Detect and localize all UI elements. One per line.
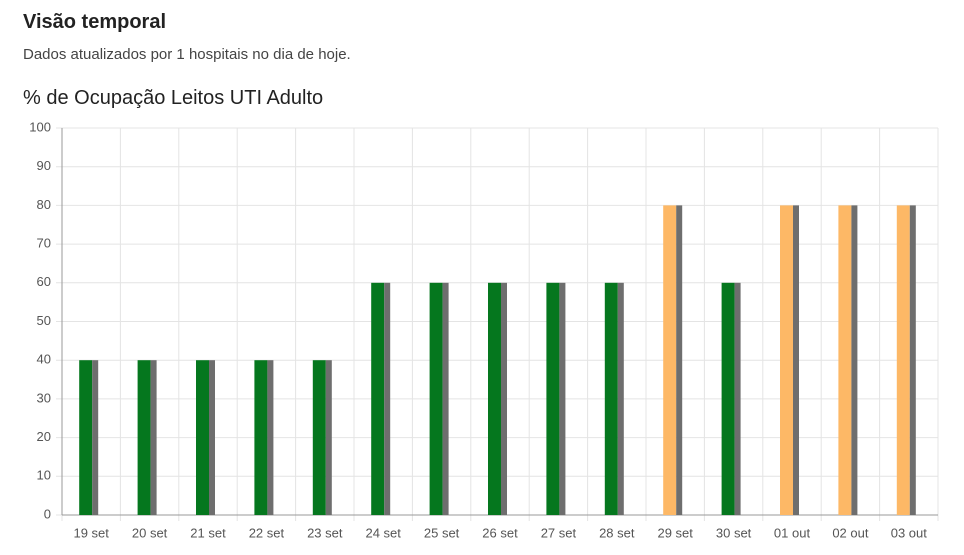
bar: [384, 282, 391, 515]
bar: [196, 360, 209, 515]
bar: [617, 282, 624, 515]
x-tick-label: 21 set: [190, 525, 226, 540]
y-tick-label: 60: [37, 274, 51, 289]
bar: [442, 282, 449, 515]
x-tick-label: 29 set: [657, 525, 693, 540]
bar: [838, 205, 852, 515]
bar: [92, 360, 99, 515]
bar: [312, 360, 326, 515]
bar: [663, 205, 677, 515]
bar: [79, 360, 93, 515]
x-tick-label: 24 set: [365, 525, 401, 540]
x-tick-label: 01 out: [774, 525, 811, 540]
bar: [546, 282, 560, 515]
bar: [734, 282, 741, 515]
y-tick-label: 80: [37, 197, 51, 212]
section-subtitle: Dados atualizados por 1 hospitais no dia…: [23, 46, 351, 63]
x-tick-label: 20 set: [132, 525, 168, 540]
bar: [267, 360, 274, 515]
y-tick-label: 70: [37, 236, 51, 251]
y-tick-label: 0: [44, 506, 51, 521]
bar: [254, 360, 268, 515]
y-tick-label: 10: [37, 468, 51, 483]
section-title: Visão temporal: [23, 11, 167, 33]
bar: [909, 205, 916, 515]
bar: [371, 282, 385, 515]
y-tick-label: 20: [37, 429, 51, 444]
bar: [780, 205, 793, 515]
x-tick-label: 26 set: [482, 525, 518, 540]
bar: [851, 205, 858, 515]
bar: [721, 282, 735, 515]
y-tick-label: 100: [29, 119, 51, 134]
y-tick-label: 50: [37, 313, 51, 328]
x-tick-label: 03 out: [891, 525, 928, 540]
x-tick-label: 30 set: [716, 525, 752, 540]
y-tick-label: 40: [37, 352, 51, 367]
bar: [488, 282, 501, 515]
bar: [137, 360, 151, 515]
bar: [793, 205, 799, 515]
chart-title: % de Ocupação Leitos UTI Adulto: [23, 87, 324, 109]
x-tick-label: 28 set: [599, 525, 635, 540]
bar: [676, 205, 683, 515]
x-tick-label: 19 set: [73, 525, 109, 540]
bar: [429, 282, 443, 515]
y-tick-label: 90: [37, 158, 51, 173]
bar: [325, 360, 332, 515]
x-tick-label: 22 set: [249, 525, 285, 540]
bar: [209, 360, 215, 515]
bar: [559, 282, 566, 515]
bar: [896, 205, 910, 515]
x-tick-label: 23 set: [307, 525, 343, 540]
y-tick-label: 30: [37, 390, 51, 405]
bar: [150, 360, 157, 515]
x-tick-label: 25 set: [424, 525, 460, 540]
bar: [501, 282, 507, 515]
x-tick-label: 27 set: [541, 525, 577, 540]
x-tick-label: 02 out: [832, 525, 869, 540]
bar: [604, 282, 618, 515]
